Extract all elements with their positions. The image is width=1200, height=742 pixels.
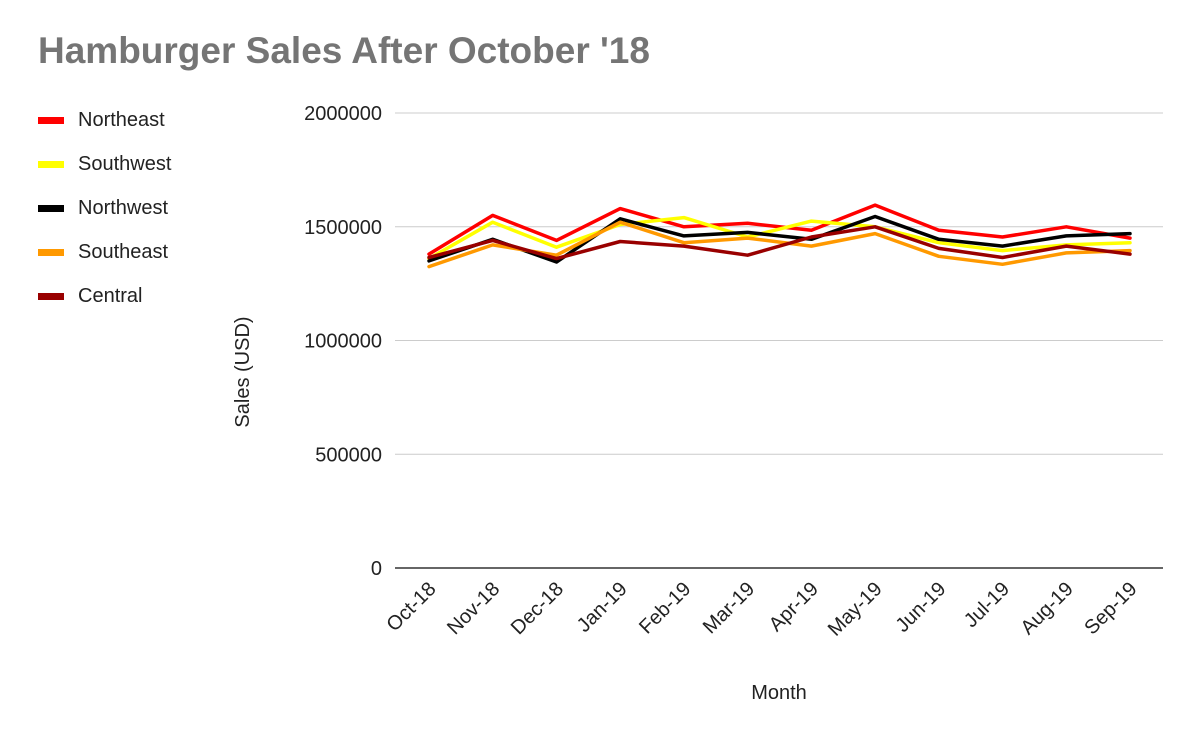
x-tick-label-7: May-19 <box>824 578 887 641</box>
y-tick-label-2: 1000000 <box>304 331 382 353</box>
legend-swatch-northwest <box>38 204 64 212</box>
legend-swatch-southwest <box>38 160 64 168</box>
series-line-northwest <box>427 214 1132 264</box>
x-tick-label-6: Apr-19 <box>765 578 823 636</box>
x-tick-label-1: Nov-18 <box>443 578 504 639</box>
legend-label-southwest: Southwest <box>78 152 172 175</box>
legend-swatch-southeast <box>38 248 64 256</box>
x-tick-label-9: Jul-19 <box>960 578 1014 632</box>
x-tick-label-8: Jun-19 <box>892 578 951 637</box>
x-tick-label-3: Jan-19 <box>573 578 632 637</box>
legend-label-northeast: Northeast <box>78 108 165 131</box>
x-axis-title: Month <box>751 682 807 704</box>
legend-item-northeast[interactable]: Northeast <box>38 98 171 142</box>
series-line-northeast <box>427 203 1132 256</box>
y-axis-title: Sales (USD) <box>232 316 254 427</box>
legend-swatch-northeast <box>38 116 64 124</box>
x-tick-label-11: Sep-19 <box>1080 578 1141 639</box>
legend: Northeast Southwest Northwest Southeast … <box>38 98 171 318</box>
x-tick-label-5: Mar-19 <box>699 578 759 638</box>
y-tick-label-0: 0 <box>371 558 382 580</box>
legend-label-southeast: Southeast <box>78 240 169 263</box>
legend-item-northwest[interactable]: Northwest <box>38 186 171 230</box>
legend-item-southeast[interactable]: Southeast <box>38 230 171 274</box>
legend-label-northwest: Northwest <box>78 196 169 219</box>
x-tick-label-4: Feb-19 <box>635 578 695 638</box>
series-line-southwest <box>427 215 1132 261</box>
x-tick-label-10: Aug-19 <box>1017 578 1078 639</box>
x-tick-label-0: Oct-18 <box>383 578 441 636</box>
series-line-central <box>427 225 1132 261</box>
legend-item-southwest[interactable]: Southwest <box>38 142 171 186</box>
y-tick-label-4: 2000000 <box>304 103 382 125</box>
legend-swatch-central <box>38 292 64 300</box>
legend-label-central: Central <box>78 284 143 307</box>
y-tick-label-1: 500000 <box>315 444 382 466</box>
legend-item-central[interactable]: Central <box>38 274 171 318</box>
series-line-southeast <box>427 220 1132 269</box>
y-tick-label-3: 1500000 <box>304 217 382 239</box>
chart-title: Hamburger Sales After October '18 <box>38 30 650 71</box>
x-tick-label-2: Dec-18 <box>507 578 568 639</box>
